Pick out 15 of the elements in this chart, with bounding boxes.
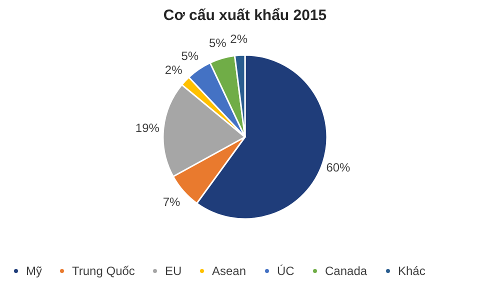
legend-label: Trung Quốc	[72, 264, 135, 278]
data-label: 5%	[208, 36, 227, 50]
legend-label: Khác	[398, 264, 426, 278]
data-label: 2%	[164, 62, 183, 77]
data-label: 2%	[230, 32, 248, 46]
data-label: 5%	[181, 48, 199, 63]
legend-label: EU	[165, 264, 182, 278]
chart-title: Cơ cấu xuất khẩu 2015	[163, 7, 327, 24]
data-label: 60%	[326, 160, 351, 174]
legend-label: ÚC	[277, 264, 295, 278]
legend-label: Mỹ	[26, 264, 42, 278]
data-label: 19%	[135, 120, 160, 135]
data-label: 7%	[162, 194, 180, 209]
legend-label: Canada	[325, 264, 368, 278]
legend-label: Asean	[212, 264, 246, 278]
